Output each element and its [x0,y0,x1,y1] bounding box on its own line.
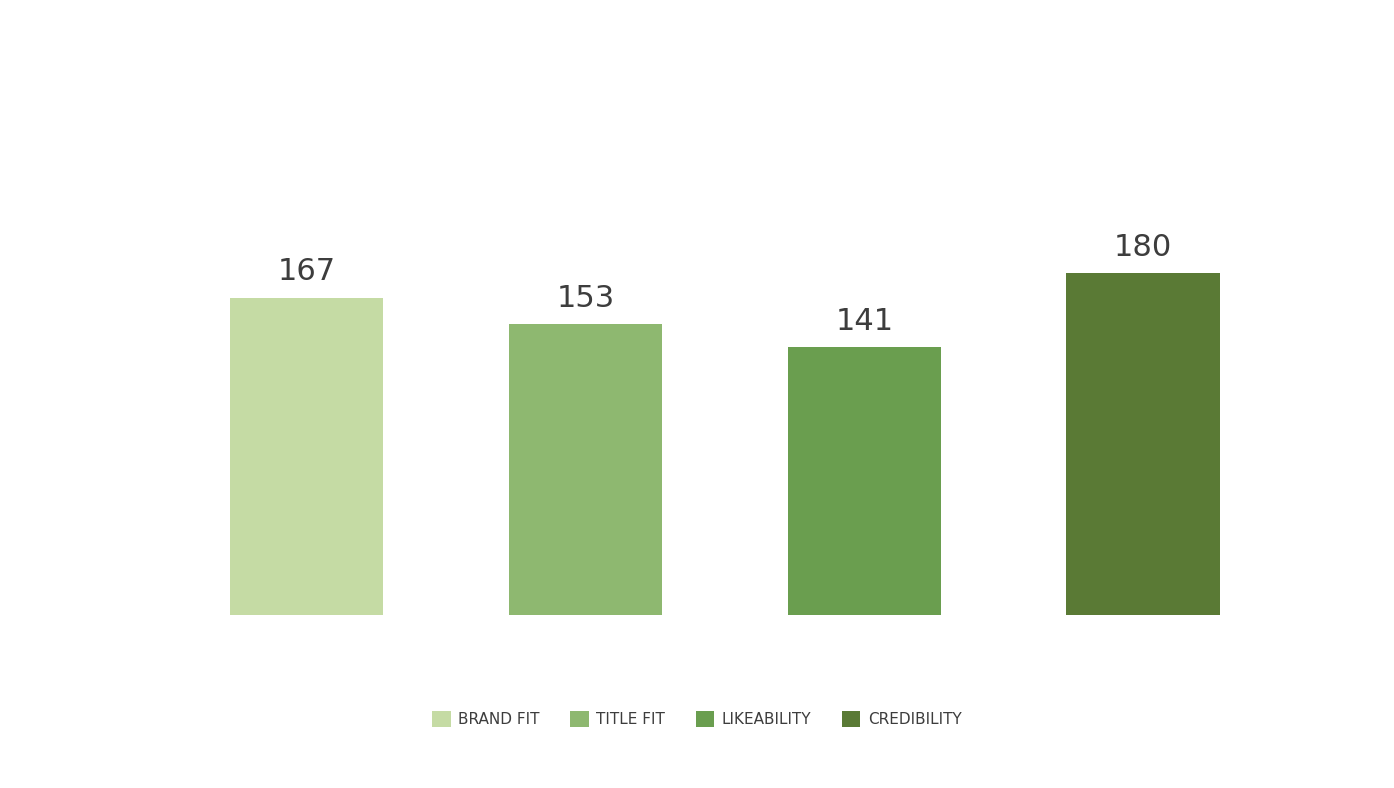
Legend: BRAND FIT, TITLE FIT, LIKEABILITY, CREDIBILITY: BRAND FIT, TITLE FIT, LIKEABILITY, CREDI… [427,705,967,733]
Text: 167: 167 [277,258,336,287]
Text: 153: 153 [556,284,615,313]
Bar [230,298,383,615]
Bar [509,325,662,615]
Text: 180: 180 [1114,232,1172,262]
Text: 141: 141 [835,307,894,336]
Bar [1066,273,1220,615]
Bar [788,348,941,615]
